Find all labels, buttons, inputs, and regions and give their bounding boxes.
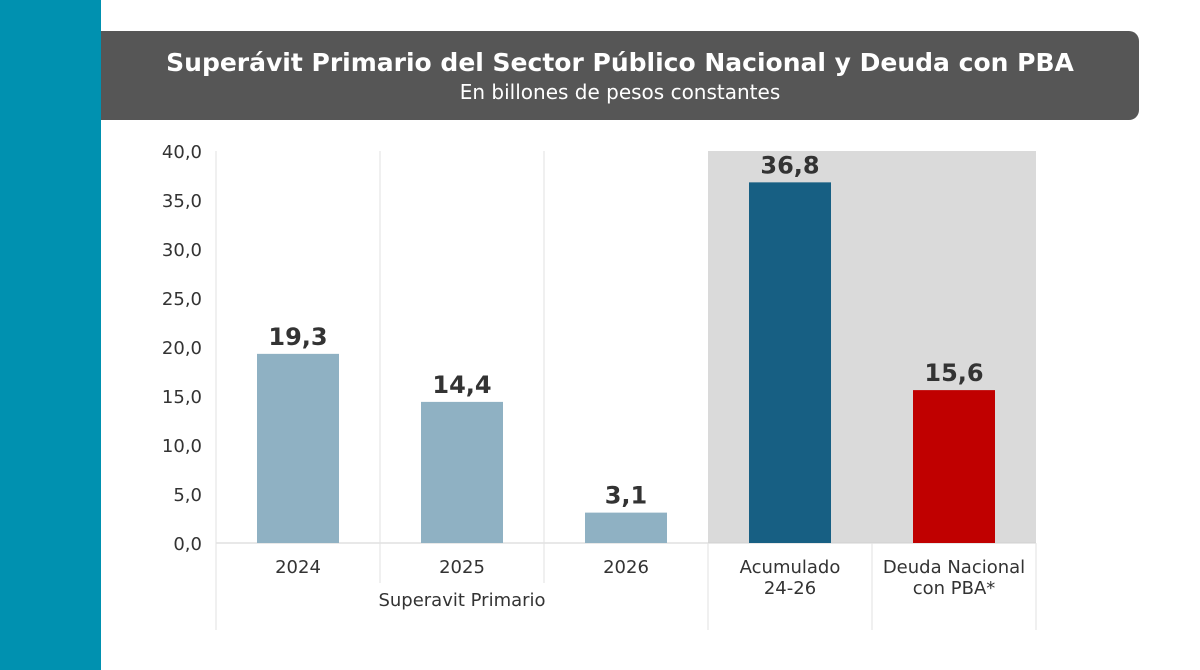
side-accent-strip — [0, 0, 101, 670]
data-label: 15,6 — [924, 359, 983, 387]
y-tick-label: 35,0 — [162, 191, 202, 212]
chart-title: Superávit Primario del Sector Público Na… — [166, 48, 1074, 77]
bar — [749, 182, 831, 544]
x-group-label: Superavit Primario — [378, 590, 545, 611]
data-label: 19,3 — [268, 323, 327, 351]
x-category-label: 2024 — [275, 557, 321, 578]
y-tick-label: 0,0 — [173, 534, 202, 555]
y-tick-label: 5,0 — [173, 485, 202, 506]
bar — [585, 512, 667, 543]
bar — [913, 390, 995, 543]
bar — [257, 353, 339, 543]
y-tick-label: 25,0 — [162, 289, 202, 310]
x-category-label: 2025 — [439, 557, 485, 578]
chart-header-banner: Superávit Primario del Sector Público Na… — [101, 31, 1139, 120]
data-label: 14,4 — [432, 371, 491, 399]
y-tick-label: 20,0 — [162, 338, 202, 359]
x-category-label: 2026 — [603, 557, 649, 578]
y-tick-label: 40,0 — [162, 142, 202, 163]
y-tick-label: 10,0 — [162, 436, 202, 457]
y-tick-label: 15,0 — [162, 387, 202, 408]
bar — [421, 401, 503, 543]
x-category-label: 24-26 — [764, 578, 816, 599]
x-category-label: Acumulado — [740, 557, 841, 578]
data-label: 3,1 — [605, 482, 648, 510]
chart-subtitle: En billones de pesos constantes — [459, 80, 781, 104]
x-category-label: con PBA* — [913, 578, 996, 599]
data-label: 36,8 — [760, 151, 819, 179]
x-category-label: Deuda Nacional — [883, 557, 1025, 578]
y-tick-label: 30,0 — [162, 240, 202, 261]
